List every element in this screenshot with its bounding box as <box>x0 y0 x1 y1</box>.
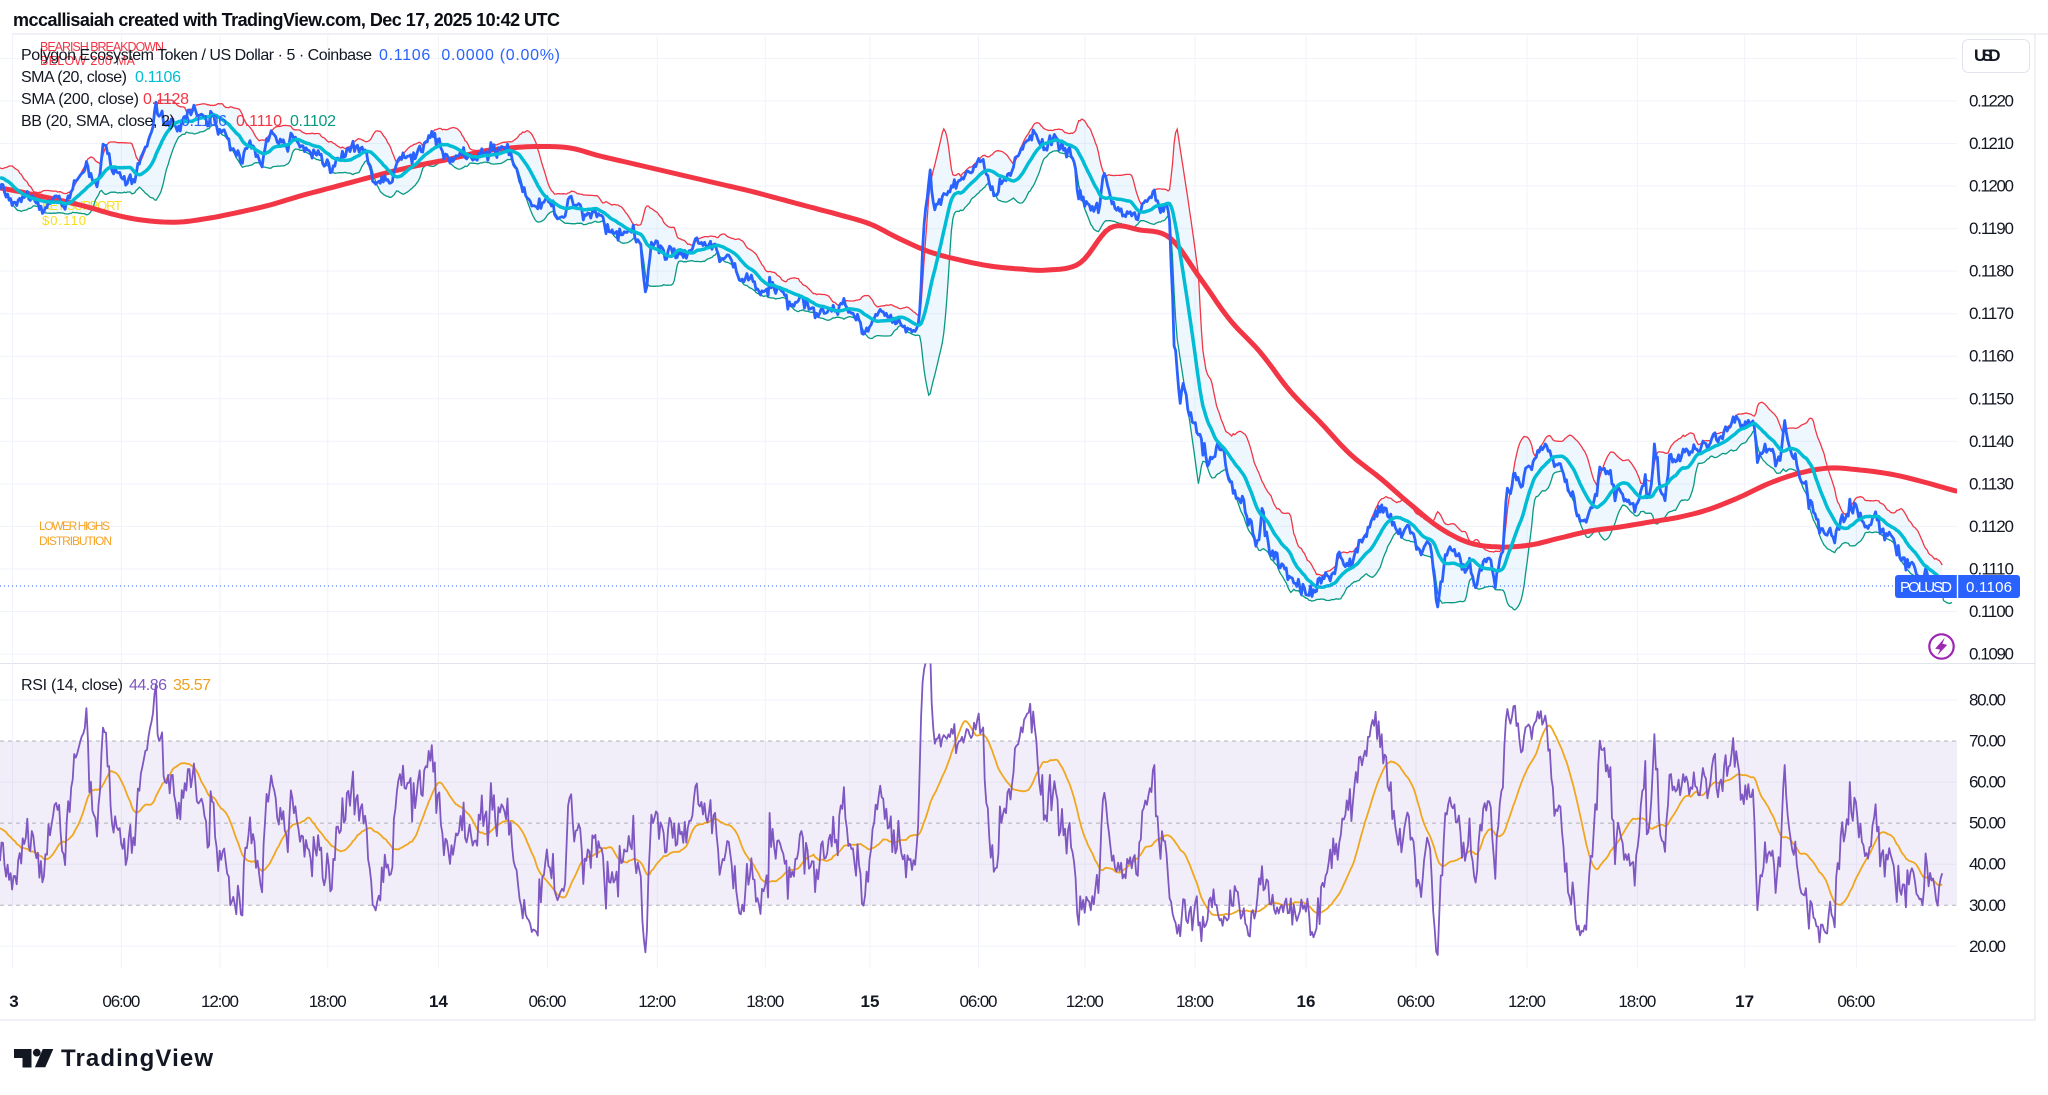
svg-text:0.1100: 0.1100 <box>1969 602 2014 621</box>
svg-text:80.00: 80.00 <box>1969 691 2006 710</box>
svg-text:12:00: 12:00 <box>201 992 239 1011</box>
svg-text:BB (20, SMA, close, 2): BB (20, SMA, close, 2) <box>21 113 175 130</box>
svg-text:0.1106: 0.1106 <box>135 69 181 86</box>
svg-text:30.00: 30.00 <box>1969 896 2006 915</box>
svg-text:35.57: 35.57 <box>173 677 211 694</box>
svg-text:0.1106: 0.1106 <box>181 113 227 130</box>
svg-text:14: 14 <box>429 992 448 1011</box>
svg-text:USD: USD <box>1974 46 2001 65</box>
svg-text:TradingView: TradingView <box>61 1045 213 1072</box>
svg-text:$0.110: $0.110 <box>42 213 86 228</box>
svg-text:40.00: 40.00 <box>1969 855 2006 874</box>
svg-text:17: 17 <box>1735 992 1754 1011</box>
svg-text:06:00: 06:00 <box>1837 992 1875 1011</box>
svg-text:18:00: 18:00 <box>1176 992 1214 1011</box>
svg-text:0.1106 0.0000 (0.00%): 0.1106 0.0000 (0.00%) <box>379 47 560 64</box>
svg-text:LOWER HIGHS: LOWER HIGHS <box>39 519 110 533</box>
svg-text:12:00: 12:00 <box>1066 992 1104 1011</box>
svg-text:0.1210: 0.1210 <box>1969 134 2014 153</box>
svg-text:18:00: 18:00 <box>309 992 347 1011</box>
svg-text:0.1220: 0.1220 <box>1969 91 2014 110</box>
svg-text:0.1150: 0.1150 <box>1969 389 2014 408</box>
svg-text:RSI (14, close): RSI (14, close) <box>21 677 123 694</box>
svg-text:06:00: 06:00 <box>529 992 567 1011</box>
svg-text:SMA (200, close): SMA (200, close) <box>21 91 139 108</box>
svg-text:0.1180: 0.1180 <box>1969 262 2014 281</box>
svg-text:SMA (20, close): SMA (20, close) <box>21 69 127 86</box>
svg-text:0.1200: 0.1200 <box>1969 177 2014 196</box>
svg-text:12:00: 12:00 <box>638 992 676 1011</box>
svg-text:mccallisaiah created with Trad: mccallisaiah created with TradingView.co… <box>13 10 560 30</box>
svg-text:06:00: 06:00 <box>960 992 998 1011</box>
svg-text:0.1128: 0.1128 <box>143 91 189 108</box>
svg-text:60.00: 60.00 <box>1969 773 2006 792</box>
svg-text:06:00: 06:00 <box>102 992 140 1011</box>
svg-text:70.00: 70.00 <box>1969 732 2006 751</box>
svg-text:18:00: 18:00 <box>1618 992 1656 1011</box>
svg-text:0.1110: 0.1110 <box>1969 560 2014 579</box>
svg-text:3: 3 <box>9 992 18 1011</box>
svg-text:06:00: 06:00 <box>1397 992 1435 1011</box>
svg-text:20.00: 20.00 <box>1969 937 2006 956</box>
svg-text:0.1140: 0.1140 <box>1969 432 2014 451</box>
svg-text:0.1130: 0.1130 <box>1969 474 2014 493</box>
svg-text:12:00: 12:00 <box>1508 992 1546 1011</box>
svg-text:50.00: 50.00 <box>1969 814 2006 833</box>
svg-text:0.1170: 0.1170 <box>1969 304 2014 323</box>
svg-text:18:00: 18:00 <box>746 992 784 1011</box>
svg-text:0.1106: 0.1106 <box>1966 579 2012 596</box>
svg-text:POLUSD: POLUSD <box>1900 579 1952 596</box>
svg-text:DISTRIBUTION: DISTRIBUTION <box>39 534 112 548</box>
svg-text:0.1160: 0.1160 <box>1969 347 2014 366</box>
svg-text:BEARISH BREAKDOWN: BEARISH BREAKDOWN <box>40 40 164 54</box>
svg-text:0.1090: 0.1090 <box>1969 645 2014 664</box>
svg-text:0.1120: 0.1120 <box>1969 517 2014 536</box>
svg-text:Polygon Ecosystem Token / US D: Polygon Ecosystem Token / US Dollar · 5 … <box>21 47 372 64</box>
svg-text:0.1102: 0.1102 <box>290 113 336 130</box>
svg-text:0.1110: 0.1110 <box>236 113 282 130</box>
svg-text:0.1190: 0.1190 <box>1969 219 2014 238</box>
svg-text:15: 15 <box>861 992 880 1011</box>
svg-text:16: 16 <box>1297 992 1316 1011</box>
svg-text:BELOW 200 MA: BELOW 200 MA <box>40 54 136 68</box>
svg-text:44.86: 44.86 <box>129 677 167 694</box>
